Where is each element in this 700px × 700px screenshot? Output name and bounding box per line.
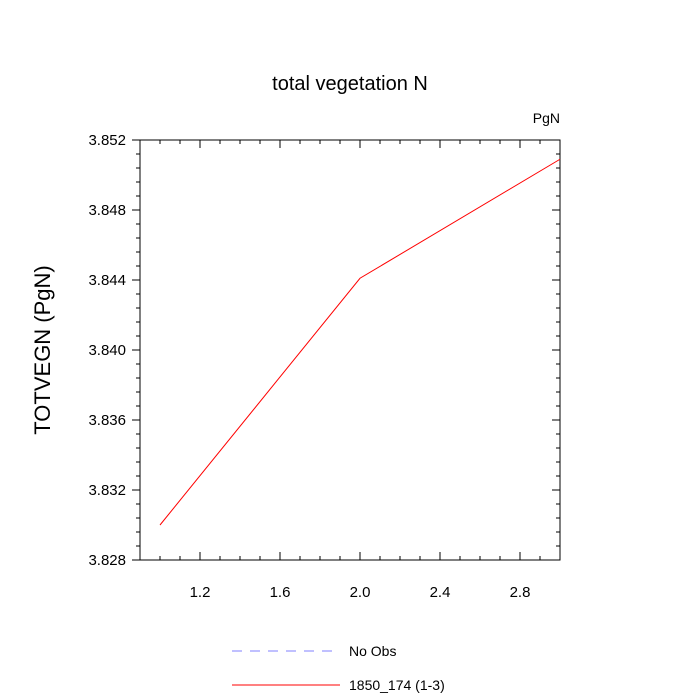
y-tick-label: 3.832 xyxy=(88,482,126,499)
legend: No Obs 1850_174 (1-3) xyxy=(232,643,445,693)
y-axis-label: TOTVEGN (PgN) xyxy=(30,265,55,435)
x-tick-label: 1.6 xyxy=(270,584,291,601)
y-tick-label: 3.828 xyxy=(88,552,126,569)
x-tick-label: 2.0 xyxy=(350,584,371,601)
axis-ticks: 1.2 1.6 2.0 2.4 2.8 3.828 3.832 3.836 3.840 3.844… xyxy=(88,132,561,601)
x-tick-label: 2.8 xyxy=(510,584,531,601)
y-tick-label: 3.852 xyxy=(88,132,126,149)
series-line-1 xyxy=(159,158,561,526)
x-tick-label: 2.4 xyxy=(430,584,451,601)
y-tick-label: 3.844 xyxy=(88,272,126,289)
series-layer xyxy=(159,158,561,526)
legend-label-0: No Obs xyxy=(349,643,396,659)
y-tick-label: 3.836 xyxy=(88,412,126,429)
y-tick-label: 3.848 xyxy=(88,202,126,219)
x-tick-label: 1.2 xyxy=(190,584,211,601)
legend-label-1: 1850_174 (1-3) xyxy=(349,677,445,693)
plot-frame xyxy=(139,139,561,561)
y-tick-label: 3.840 xyxy=(88,342,126,359)
chart-title: total vegetation N xyxy=(272,73,428,95)
units-label: PgN xyxy=(533,110,560,126)
